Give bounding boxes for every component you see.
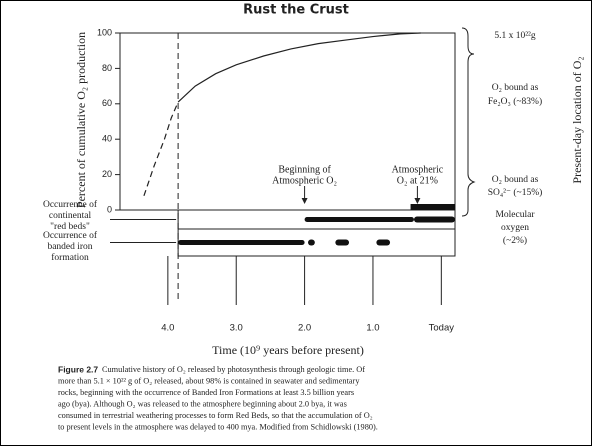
y-tick-label: 60 bbox=[102, 98, 112, 108]
caption-line: to present levels in the atmosphere was … bbox=[58, 422, 378, 431]
right-note: SO₄²⁻ (~15%) bbox=[488, 187, 543, 198]
band-label: continental bbox=[49, 211, 92, 221]
x-label: Time (10⁹ years before present) bbox=[212, 343, 364, 357]
x-tick-label: 4.0 bbox=[161, 323, 174, 334]
annotation: Atmospheric O₂ bbox=[272, 175, 337, 186]
annotation: Atmospheric bbox=[392, 164, 444, 175]
arrow-head bbox=[301, 198, 308, 204]
title: Rust the Crust bbox=[243, 3, 349, 18]
band-label: Occurrence of bbox=[43, 230, 98, 241]
y-label: Percent of cumulative O₂ production bbox=[74, 32, 88, 208]
band-label: Occurrence of bbox=[43, 199, 98, 210]
y-tick-label: 80 bbox=[102, 63, 112, 73]
right-note: oxygen bbox=[501, 223, 529, 233]
band-segment bbox=[178, 240, 305, 245]
right-label: Present-day location of O₂ bbox=[570, 56, 584, 183]
caption-line: Cumulative history of O₂ released by pho… bbox=[102, 365, 365, 374]
right-note: O₂ bound as bbox=[492, 175, 539, 185]
y-tick-label: 100 bbox=[97, 27, 112, 37]
right-note: Molecular bbox=[495, 210, 535, 220]
x-tick-label: 3.0 bbox=[230, 323, 243, 334]
series-line bbox=[143, 101, 179, 197]
arrow-head bbox=[414, 198, 421, 204]
caption-label: Figure 2.7 bbox=[58, 364, 98, 374]
band-label: "red beds" bbox=[50, 222, 90, 232]
annotation: O₂ at 21% bbox=[397, 175, 438, 186]
band-segment bbox=[308, 239, 315, 246]
caption-line: ago (bya). Although O₂ was released to t… bbox=[58, 399, 347, 408]
band-segment bbox=[335, 239, 350, 246]
right-note: Fe₂O₃ (~83%) bbox=[488, 96, 542, 107]
x-tick-label: Today bbox=[429, 323, 455, 334]
right-note: O₂ bound as bbox=[492, 83, 539, 93]
y-tick-label: 20 bbox=[102, 169, 112, 179]
annotation: Beginning of bbox=[278, 164, 331, 175]
y-tick-label: 40 bbox=[102, 134, 112, 144]
x-tick-label: 1.0 bbox=[366, 323, 379, 334]
x-tick-label: 2.0 bbox=[298, 323, 311, 334]
brace bbox=[461, 27, 476, 217]
atm-band bbox=[410, 204, 455, 210]
right-note: (~2%) bbox=[503, 235, 527, 246]
band-label: banded iron bbox=[47, 242, 92, 252]
band-segment bbox=[413, 216, 455, 223]
band-segment bbox=[304, 217, 414, 222]
y-tick-label: 0 bbox=[107, 204, 112, 214]
caption-line: more than 5.1 × 10²² g of O₂ released, a… bbox=[58, 376, 360, 385]
caption-line: consumed in terrestrial weathering proce… bbox=[58, 411, 373, 420]
band-label: formation bbox=[51, 252, 89, 263]
series-line bbox=[177, 32, 421, 103]
caption-line: rocks, beginning with the occurrence of … bbox=[58, 388, 354, 397]
right-note: 5.1 x 10²²g bbox=[494, 31, 536, 41]
band-segment bbox=[376, 239, 391, 246]
